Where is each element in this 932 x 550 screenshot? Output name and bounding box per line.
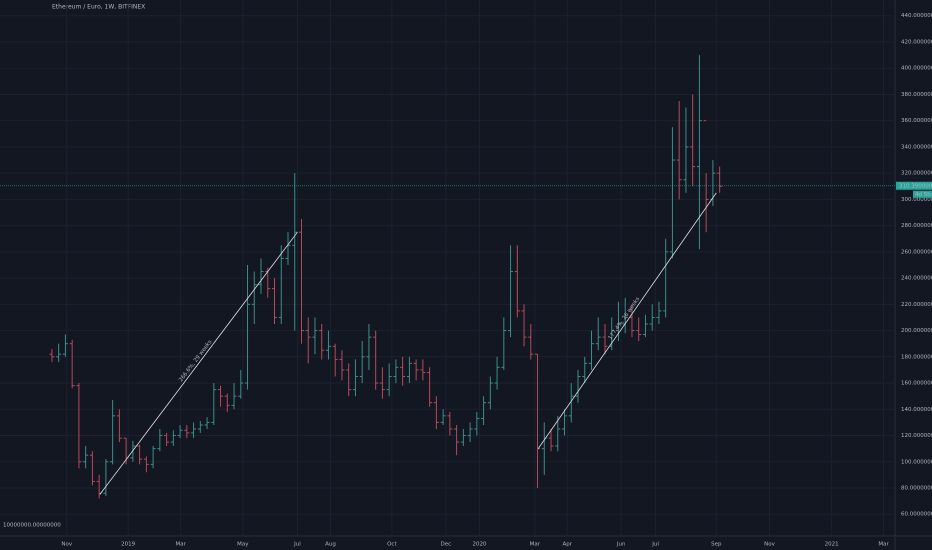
x-tick-label: Jun xyxy=(616,542,626,548)
last-price-badge xyxy=(896,181,932,190)
y-tick-label: 300.00000000 xyxy=(901,197,932,203)
y-tick-label: 400.00000000 xyxy=(901,66,932,72)
y-tick-label: 320.00000000 xyxy=(901,171,932,177)
x-tick-label: Sep xyxy=(711,542,722,548)
y-tick-label: 280.00000000 xyxy=(901,223,932,229)
y-tick-label: 420.00000000 xyxy=(901,39,932,45)
trendline xyxy=(537,192,717,449)
x-tick-label: Apr xyxy=(562,542,572,548)
countdown-label: 4d 5h xyxy=(915,192,931,198)
x-tick-label: Mar xyxy=(878,542,889,548)
x-tick-label: Mar xyxy=(176,542,187,548)
x-tick-label: Jul xyxy=(293,542,301,548)
countdown-badge xyxy=(913,190,932,198)
scale-label: 10000000.00000000 xyxy=(3,523,61,529)
x-tick-label: Mar xyxy=(530,542,541,548)
y-tick-label: 360.00000000 xyxy=(901,118,932,124)
x-tick-label: Dec xyxy=(440,542,451,548)
x-tick-label: 2020 xyxy=(473,542,487,548)
y-tick-label: 180.00000000 xyxy=(901,354,932,360)
y-tick-label: 440.00000000 xyxy=(901,13,932,19)
x-tick-label: Nov xyxy=(61,542,72,548)
y-tick-label: 140.00000000 xyxy=(901,407,932,413)
y-tick-label: 100.00000000 xyxy=(901,459,932,465)
y-tick-label: 60.00000000 xyxy=(901,512,932,518)
x-tick-label: Jul xyxy=(651,542,659,548)
x-tick-label: May xyxy=(237,542,249,548)
y-tick-label: 380.00000000 xyxy=(901,92,932,98)
y-tick-label: 120.00000000 xyxy=(901,433,932,439)
y-tick-label: 160.00000000 xyxy=(901,381,932,387)
chart-title: Ethereum / Euro, 1W, BITFINEX xyxy=(52,4,145,11)
x-tick-label: 2021 xyxy=(825,542,839,548)
y-tick-label: 340.00000000 xyxy=(901,144,932,150)
last-price-label: 310.39000000 xyxy=(899,183,932,189)
x-tick-label: Aug xyxy=(325,542,336,548)
y-tick-label: 220.00000000 xyxy=(901,302,932,308)
y-tick-label: 260.00000000 xyxy=(901,249,932,255)
x-tick-label: 2019 xyxy=(121,542,135,548)
y-tick-label: 80.00000000 xyxy=(901,485,932,491)
x-tick-label: Nov xyxy=(764,542,775,548)
x-tick-label: Oct xyxy=(387,542,397,548)
y-tick-label: 200.00000000 xyxy=(901,328,932,334)
trendline xyxy=(99,231,298,495)
y-tick-label: 240.00000000 xyxy=(901,276,932,282)
